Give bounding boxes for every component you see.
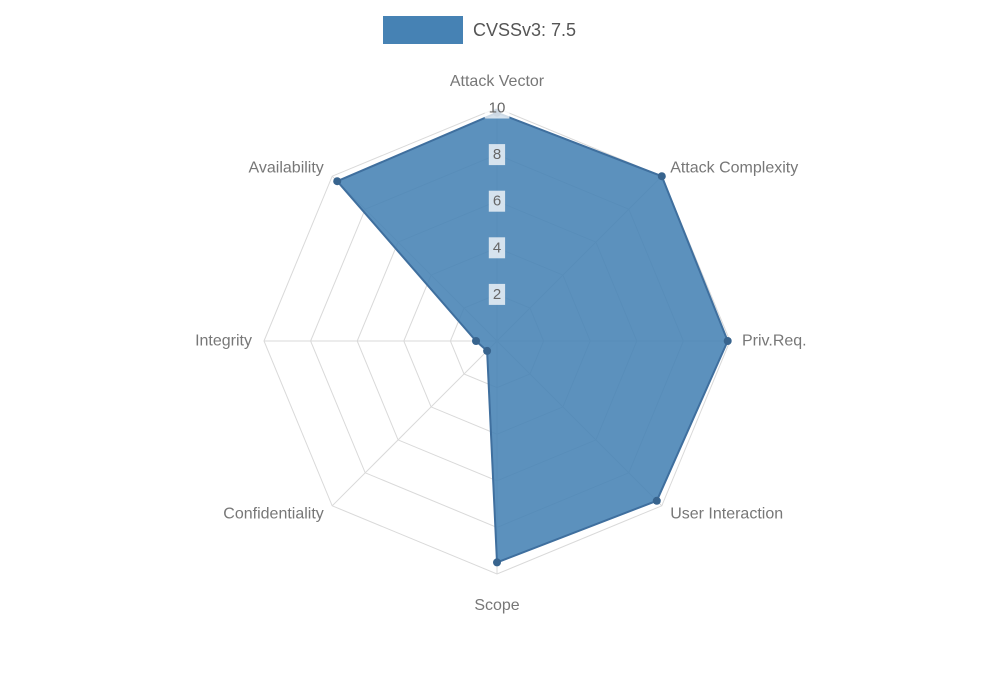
axis-label: Attack Vector [450,73,545,90]
legend-swatch [383,16,463,44]
tick-label: 10 [489,100,506,117]
axis-spoke [331,340,498,507]
radar-series-point [723,337,732,345]
radar-series-area [336,111,729,564]
tick-backdrop [488,144,506,166]
axis-label: User Interaction [670,506,783,523]
radar-series-point [333,177,342,186]
tick-label: 6 [493,193,501,210]
legend-label: CVSSv3: 7.5 [473,19,577,40]
tick-backdrop [484,97,510,119]
tick-backdrop [488,237,506,259]
axis-label: Scope [474,597,519,614]
radar-series-point [657,172,666,181]
radar-series-point [472,337,480,345]
axis-label: Priv.Req. [742,333,807,350]
tick-label: 4 [493,239,501,256]
tick-backdrop [488,283,506,305]
tick-label: 8 [493,146,501,163]
radar-series-point [652,496,661,505]
tick-label: 2 [493,286,501,303]
axis-label: Availability [249,159,324,176]
radar-series-point [483,346,492,355]
chart-legend[interactable]: CVSSv3: 7.5 [383,16,576,44]
axis-label: Confidentiality [223,506,324,523]
axis-label: Attack Complexity [670,159,798,176]
axis-label: Integrity [195,333,252,350]
radar-series-point [493,558,501,567]
tick-backdrop [488,190,506,212]
